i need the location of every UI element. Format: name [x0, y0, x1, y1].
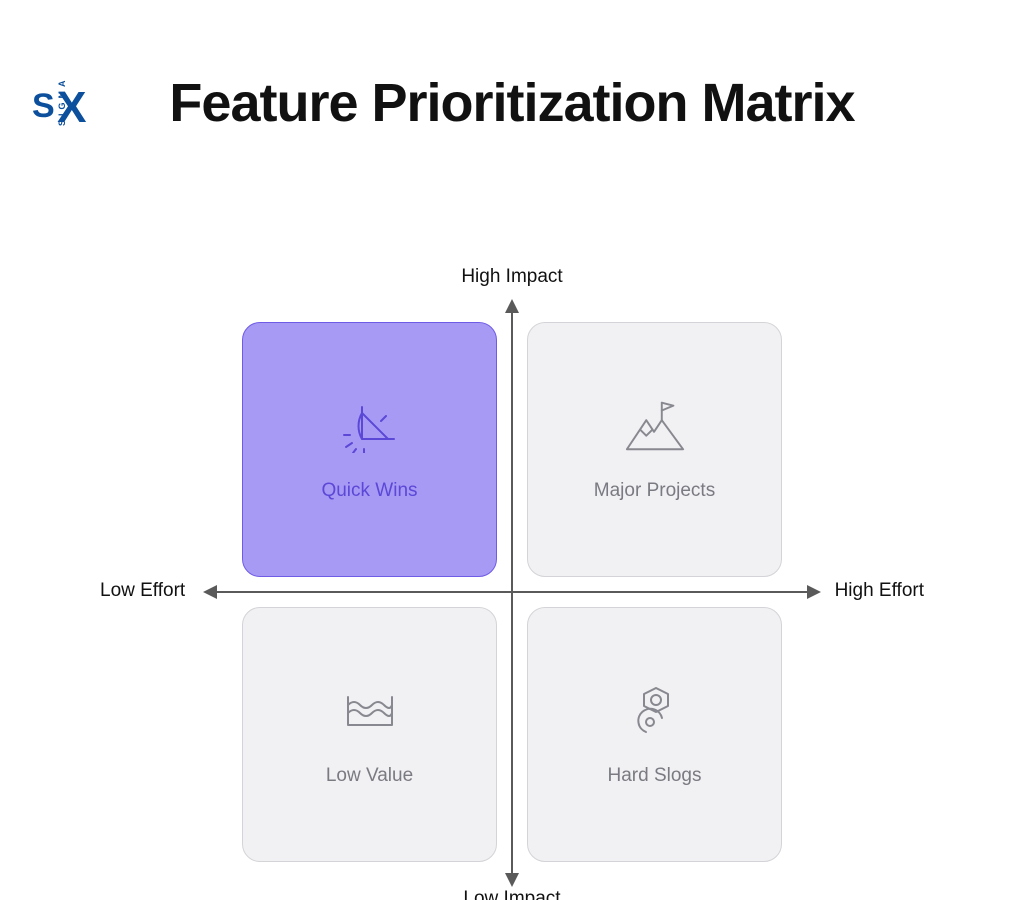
logo-sigma-text: SIGMA [59, 76, 66, 126]
quadrant-label: Hard Slogs [608, 765, 702, 787]
stopwatch-burst-icon [338, 398, 402, 454]
quadrant-label: Major Projects [594, 480, 715, 502]
quadrant-quick-wins: Quick Wins [242, 322, 497, 577]
gears-icon [623, 683, 687, 739]
quadrant-label: Low Value [326, 765, 413, 787]
quadrant-hard-slogs: Hard Slogs [527, 607, 782, 862]
axis-label-left: Low Effort [100, 580, 185, 602]
quadrant-grid: Quick Wins Major Projects [242, 322, 782, 862]
quadrant-low-value: Low Value [242, 607, 497, 862]
logo: S SIGMA X [32, 90, 85, 125]
quadrant-label: Quick Wins [321, 480, 417, 502]
axis-label-right: High Effort [835, 580, 924, 602]
page-title: Feature Prioritization Matrix [0, 72, 1024, 134]
mountain-flag-icon [623, 398, 687, 454]
axis-label-top: High Impact [461, 266, 562, 288]
axis-label-bottom: Low Impact [463, 888, 560, 900]
logo-letter-s: S [32, 93, 53, 120]
quadrant-major-projects: Major Projects [527, 322, 782, 577]
matrix-diagram: High Impact Low Impact Low Effort High E… [100, 252, 924, 900]
water-basin-icon [338, 683, 402, 739]
